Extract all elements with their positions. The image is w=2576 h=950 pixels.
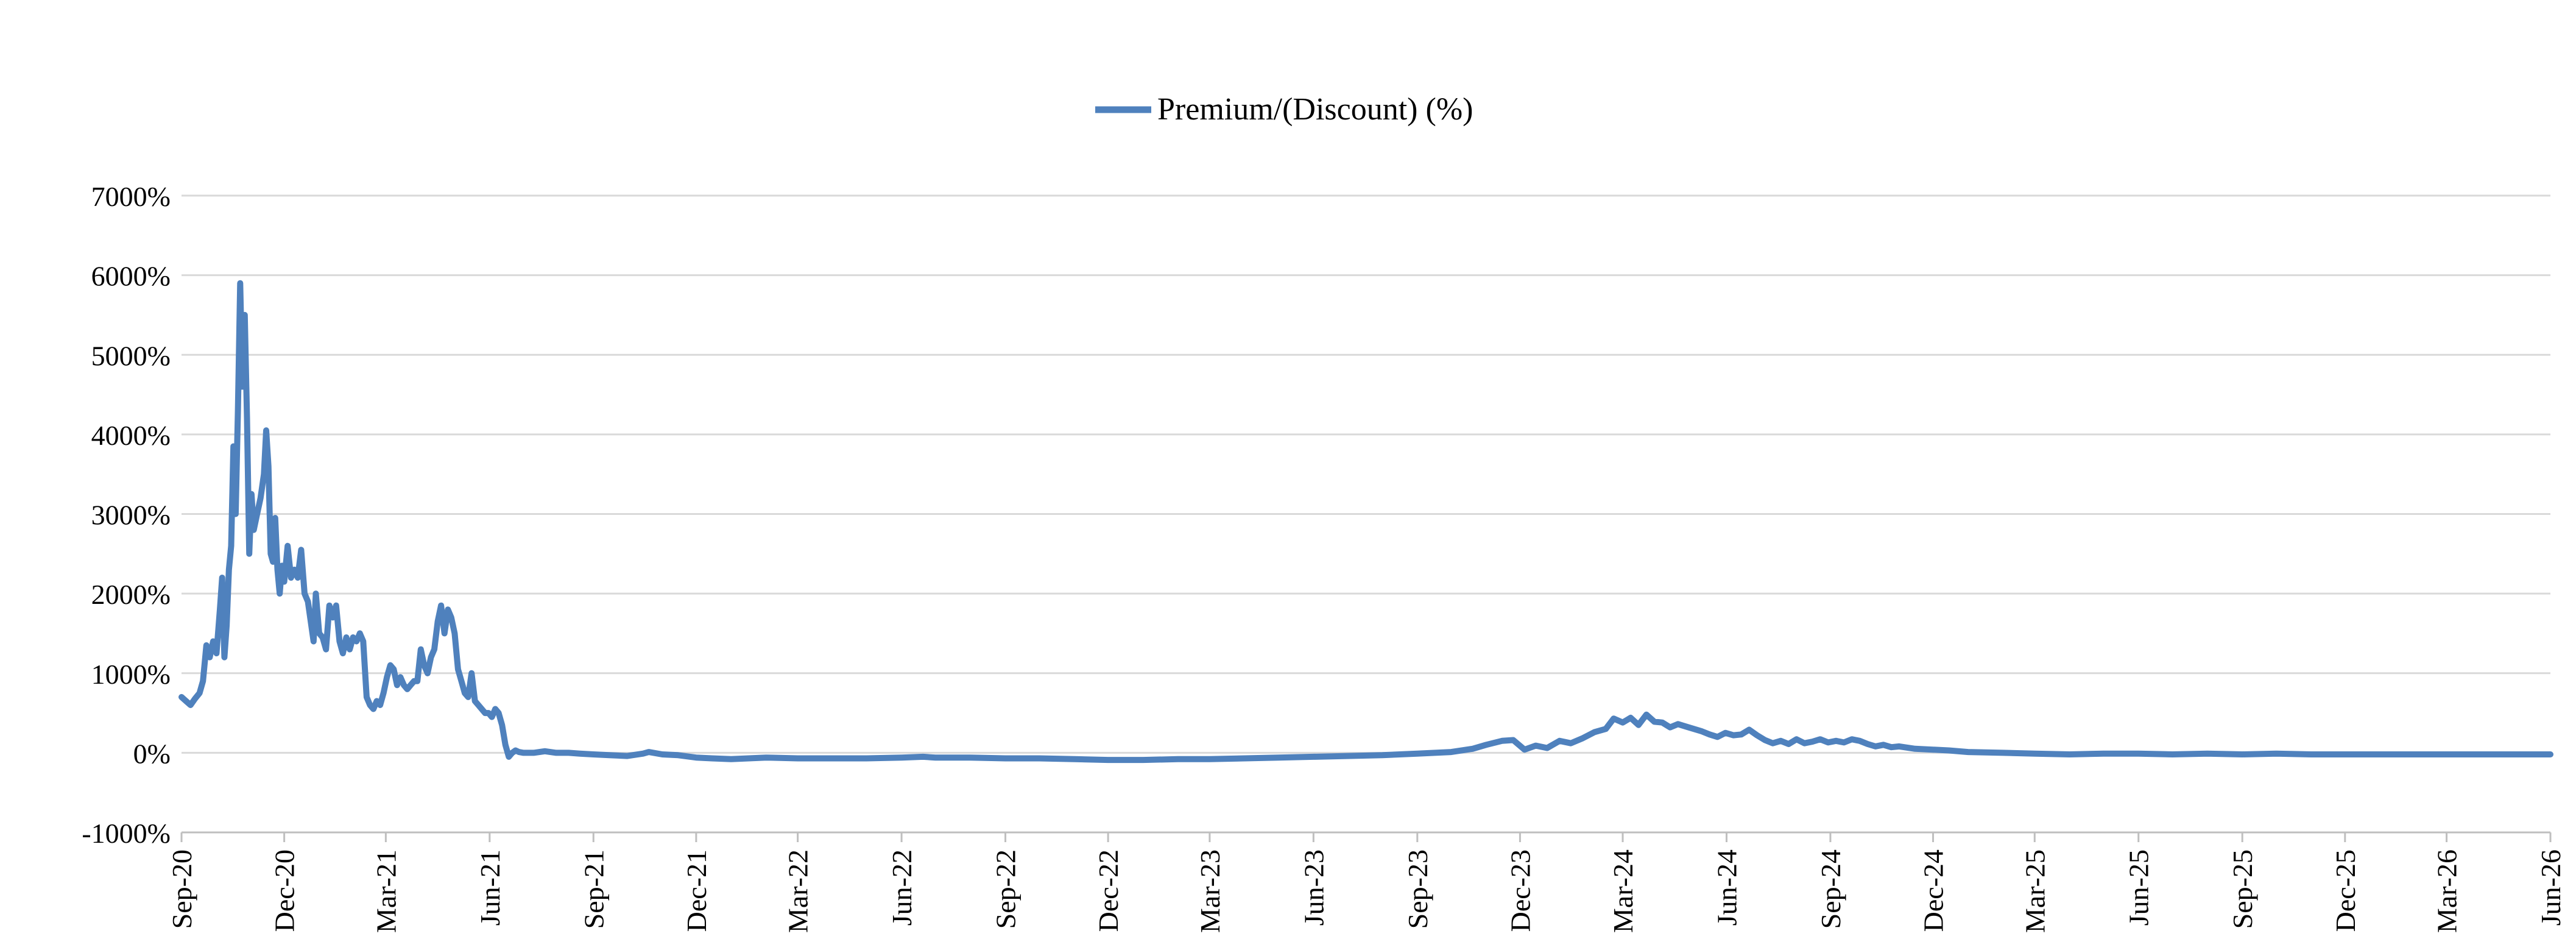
x-tick-label: Sep-22: [990, 849, 1022, 929]
x-tick-label: Sep-21: [578, 849, 609, 929]
x-tick-label: Jun-22: [886, 849, 917, 926]
x-tick-label: Dec-21: [681, 849, 712, 932]
y-tick-label: -1000%: [82, 818, 171, 849]
legend-label: Premium/(Discount) (%): [1157, 92, 1473, 127]
legend: Premium/(Discount) (%): [1095, 92, 1473, 127]
y-axis-ticks: -1000% 0% 1000% 2000% 3000% 4000% 5000% 6000% 70…: [82, 181, 171, 849]
x-tick-label: Mar-26: [2432, 849, 2463, 933]
x-tick-label: Mar-25: [2019, 849, 2050, 933]
series-layer: [178, 280, 2553, 764]
x-tick-label: Dec-22: [1093, 849, 1124, 932]
x-tick-label: Sep-20: [166, 849, 197, 929]
x-tick-label: Sep-25: [2227, 849, 2258, 929]
x-tick-label: Jun-21: [475, 849, 506, 926]
y-tick-label: 0%: [133, 738, 171, 769]
y-tick-label: 7000%: [91, 181, 171, 212]
x-tick-label: Dec-23: [1505, 849, 1536, 932]
x-tick-label: Dec-24: [1918, 849, 1949, 932]
grid: [182, 194, 2550, 754]
y-tick-label: 1000%: [91, 659, 171, 690]
series-line: [178, 280, 2553, 764]
x-axis: Sep-20 Dec-20 Mar-21 Jun-21 Sep-21 Dec-21 Mar-…: [166, 831, 2566, 933]
x-tick-label: Jun-25: [2123, 849, 2154, 926]
x-tick-label: Sep-24: [1815, 849, 1846, 929]
x-tick-label: Mar-22: [783, 849, 814, 933]
y-tick-label: 2000%: [91, 579, 171, 610]
x-tick-label: Jun-26: [2535, 849, 2566, 926]
x-tick-label: Mar-24: [1607, 849, 1639, 933]
y-tick-label: 6000%: [91, 261, 171, 292]
x-tick-label: Mar-21: [370, 849, 401, 933]
y-tick-label: 3000%: [91, 500, 171, 531]
y-tick-label: 4000%: [91, 420, 171, 451]
x-tick-label: Mar-23: [1194, 849, 1226, 933]
x-tick-label: Jun-23: [1298, 849, 1329, 926]
y-tick-label: 5000%: [91, 340, 171, 371]
x-tick-label: Jun-24: [1711, 849, 1742, 926]
x-tick-label: Dec-20: [269, 849, 300, 932]
x-tick-label: Sep-23: [1402, 849, 1433, 929]
x-tick-label: Dec-25: [2330, 849, 2361, 932]
